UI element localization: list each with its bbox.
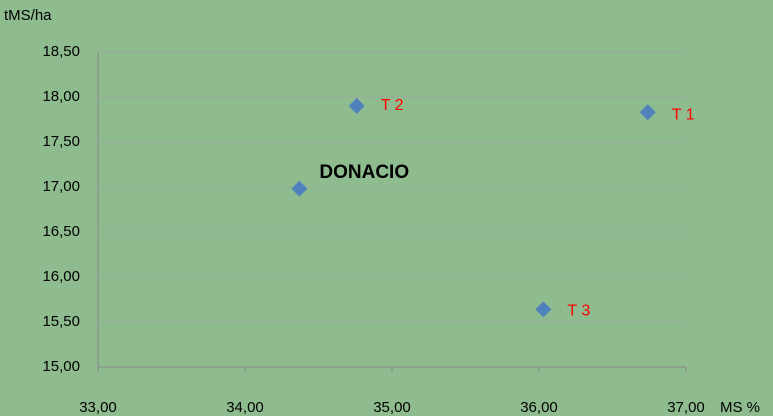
y-axis-title: tMS/ha (4, 7, 52, 24)
point (291, 180, 308, 197)
y-tick-label: 18,00 (42, 88, 80, 105)
point-label: T 3 (567, 303, 590, 320)
x-tick-label: 35,00 (373, 399, 411, 416)
x-tick-label: 33,00 (79, 399, 117, 416)
y-tick-label: 17,00 (42, 178, 80, 195)
y-tick-label: 15,00 (42, 358, 80, 375)
point-label: T 2 (381, 97, 404, 114)
point (348, 98, 365, 114)
y-tick-label: 18,50 (42, 43, 80, 60)
y-tick-label: 15,50 (42, 313, 80, 330)
x-tick-label: 34,00 (226, 399, 264, 416)
y-tick-label: 16,00 (42, 268, 80, 285)
x-tick-label: 36,00 (520, 399, 558, 416)
point-label: DONACIO (319, 162, 409, 183)
point (535, 301, 552, 318)
x-tick-label: 37,00 (667, 399, 705, 416)
y-tick-label: 17,50 (42, 133, 80, 150)
x-axis-title: MS % (720, 399, 760, 416)
point-label: T 1 (672, 107, 695, 124)
y-tick-label: 16,50 (42, 223, 80, 240)
point (639, 104, 656, 121)
